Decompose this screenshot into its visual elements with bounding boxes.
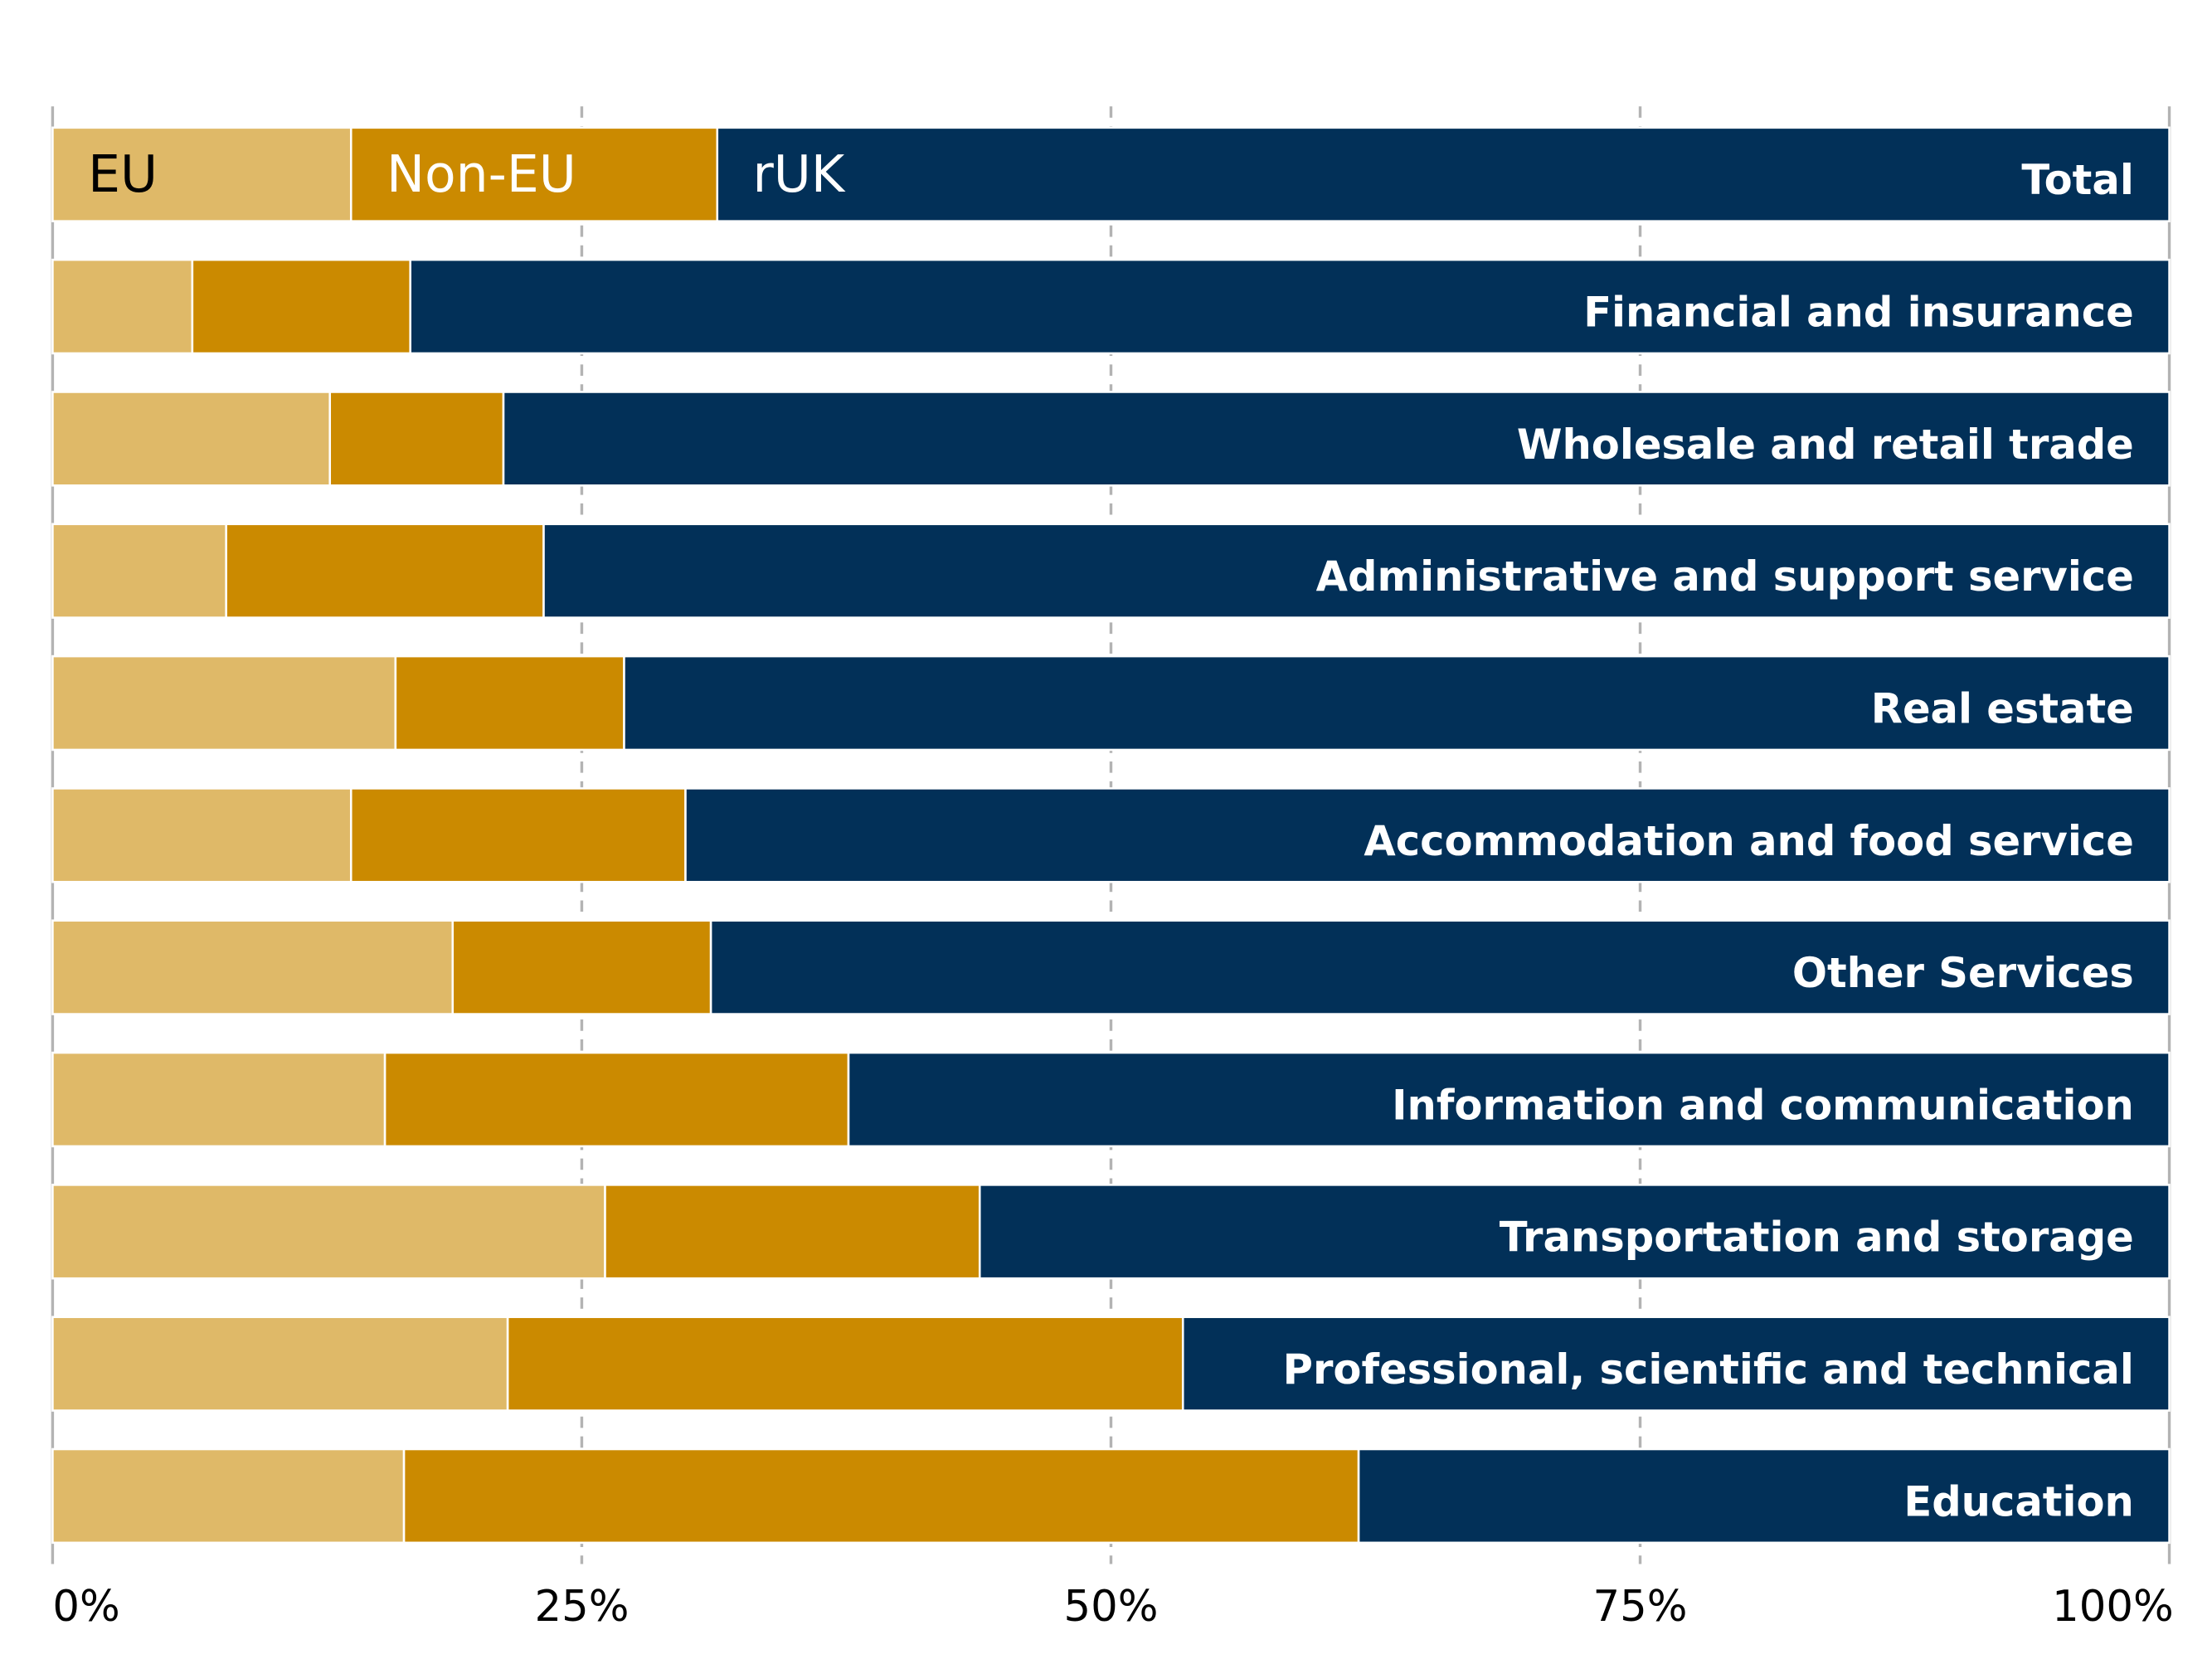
bar-segment-ruk bbox=[684, 787, 2171, 883]
bar-segment-ruk bbox=[623, 654, 2171, 752]
bar-segment-non-eu bbox=[394, 654, 625, 752]
bar-segment-ruk bbox=[1181, 1316, 2171, 1412]
category-label: Information and communication bbox=[1392, 1081, 2134, 1129]
bar-row: Administrative and support service bbox=[51, 523, 2171, 619]
legend-label: rUK bbox=[753, 144, 846, 204]
category-label: Real estate bbox=[1871, 684, 2134, 732]
bar-segment-eu bbox=[51, 1447, 406, 1545]
bar-segment-non-eu bbox=[506, 1316, 1184, 1412]
category-label: Other Services bbox=[1792, 949, 2134, 997]
bar-segment-ruk bbox=[716, 126, 2171, 222]
bar-row: Financial and insurance bbox=[51, 258, 2171, 355]
bar-segment-ruk bbox=[409, 258, 2171, 355]
category-label: Total bbox=[2021, 156, 2133, 204]
category-label: Education bbox=[1903, 1477, 2133, 1525]
bar-segment-eu bbox=[51, 654, 397, 752]
category-label: Accommodation and food service bbox=[1364, 817, 2133, 865]
bar-segment-eu bbox=[51, 787, 352, 883]
bar-row: Transportation and storage bbox=[51, 1184, 2171, 1280]
category-label: Transportation and storage bbox=[1500, 1214, 2134, 1262]
x-axis-ticks: 0% 25% 50% 75% 100% bbox=[52, 1582, 2173, 1632]
bar-segment-non-eu bbox=[451, 919, 712, 1015]
bar-row: Education bbox=[51, 1447, 2171, 1545]
bar-segment-eu bbox=[51, 258, 194, 355]
tick-label: 0% bbox=[52, 1582, 119, 1632]
bar-segment-eu bbox=[51, 1184, 606, 1280]
category-label: Professional, scientific and technical bbox=[1283, 1345, 2134, 1394]
bar-segment-ruk bbox=[542, 523, 2171, 619]
bar-segment-non-eu bbox=[328, 391, 505, 487]
bar-segment-non-eu bbox=[349, 787, 687, 883]
bar-segment-eu bbox=[51, 1051, 386, 1148]
bar-segment-eu bbox=[51, 1316, 509, 1412]
tick-label: 50% bbox=[1064, 1582, 1159, 1632]
bar-segment-eu bbox=[51, 523, 227, 619]
bar-segment-ruk bbox=[502, 391, 2171, 487]
bar-row: EU Non-EU rUK Total bbox=[51, 126, 2171, 222]
bar-segment-eu bbox=[51, 126, 352, 222]
bar-segment-ruk bbox=[709, 919, 2171, 1015]
category-label: Financial and insurance bbox=[1583, 289, 2134, 337]
bar-row: Other Services bbox=[51, 919, 2171, 1015]
legend-label: EU bbox=[88, 144, 158, 204]
category-label: Administrative and support service bbox=[1316, 552, 2134, 601]
bar-row: Professional, scientific and technical bbox=[51, 1316, 2171, 1412]
bar-segment-non-eu bbox=[349, 126, 719, 222]
bar-segment-ruk bbox=[978, 1184, 2171, 1280]
bar-segment-ruk bbox=[847, 1051, 2171, 1148]
bar-segment-non-eu bbox=[402, 1447, 1360, 1545]
bar-row: Information and communication bbox=[51, 1051, 2171, 1148]
bar-row: Accommodation and food service bbox=[51, 787, 2171, 883]
bars: EU Non-EU rUK Total Financial and insurance W… bbox=[51, 126, 2171, 1545]
tick-label: 25% bbox=[534, 1582, 629, 1632]
bar-row: Wholesale and retail trade bbox=[51, 391, 2171, 487]
bar-segment-eu bbox=[51, 391, 332, 487]
legend-label: Non-EU bbox=[386, 144, 576, 204]
bar-row: Real estate bbox=[51, 654, 2171, 752]
category-label: Wholesale and retail trade bbox=[1517, 421, 2134, 469]
tick-label: 75% bbox=[1593, 1582, 1688, 1632]
bar-segment-non-eu bbox=[225, 523, 545, 619]
bar-segment-non-eu bbox=[383, 1051, 850, 1148]
bar-segment-eu bbox=[51, 919, 455, 1015]
bar-segment-non-eu bbox=[604, 1184, 981, 1280]
bar-segment-non-eu bbox=[191, 258, 412, 355]
bar-segment-ruk bbox=[1357, 1447, 2171, 1545]
tick-label: 100% bbox=[2052, 1582, 2174, 1632]
